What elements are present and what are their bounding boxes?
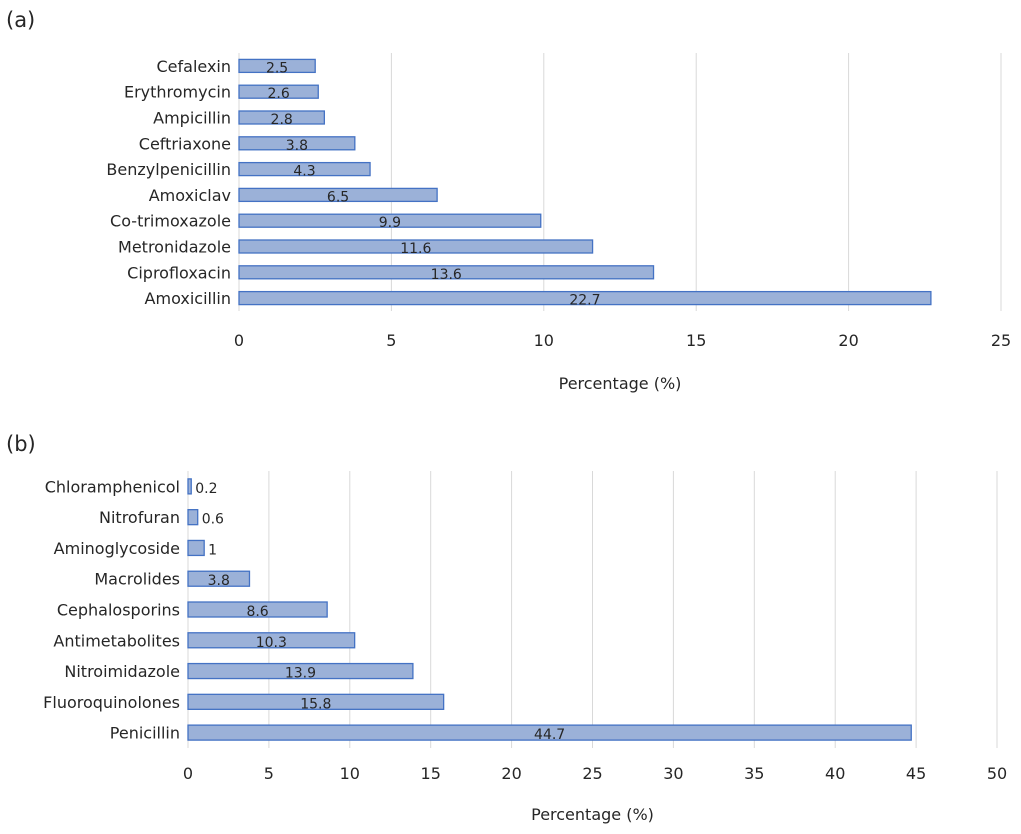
bar <box>238 58 316 74</box>
category-label: Erythromycin <box>124 83 231 102</box>
bar <box>238 213 542 228</box>
bar <box>238 136 356 151</box>
data-label: 13.6 <box>431 267 462 283</box>
data-label: 11.6 <box>400 241 431 257</box>
x-tick-label: 15 <box>421 764 441 783</box>
data-label: 9.9 <box>379 215 401 231</box>
x-tick-label: 10 <box>340 764 360 783</box>
category-label: Ampicillin <box>153 109 231 128</box>
category-label: Amoxicillin <box>145 289 231 308</box>
category-label: Macrolides <box>94 570 180 589</box>
bar <box>238 265 655 280</box>
bar <box>238 161 371 177</box>
x-axis-title: Percentage (%) <box>559 374 682 393</box>
bar <box>238 110 325 125</box>
x-tick-label: 0 <box>183 764 193 783</box>
x-tick-label: 30 <box>663 764 683 783</box>
category-label: Nitrofuran <box>99 508 180 527</box>
x-tick-label: 10 <box>534 331 554 350</box>
bar <box>238 84 319 99</box>
data-label: 44.7 <box>534 727 565 743</box>
category-label: Cefalexin <box>156 57 231 76</box>
category-label: Cephalosporins <box>57 601 180 620</box>
data-label: 10.3 <box>256 635 287 651</box>
category-label: Antimetabolites <box>53 631 180 650</box>
bar <box>238 290 932 306</box>
data-label: 8.6 <box>246 604 268 620</box>
category-label: Fluoroquinolones <box>43 693 180 712</box>
x-tick-label: 20 <box>838 331 858 350</box>
bar <box>187 478 192 495</box>
data-label: 0.6 <box>202 512 224 528</box>
category-label: Metronidazole <box>118 238 231 257</box>
category-label: Benzylpenicillin <box>106 160 231 179</box>
x-tick-label: 50 <box>987 764 1007 783</box>
x-tick-label: 5 <box>386 331 396 350</box>
bar <box>187 601 328 618</box>
category-label: Nitroimidazole <box>64 662 180 681</box>
category-label: Ciprofloxacin <box>127 263 231 282</box>
data-label: 3.8 <box>286 138 308 154</box>
data-label: 2.6 <box>267 86 289 102</box>
bar <box>238 187 438 203</box>
data-label: 13.9 <box>285 666 316 682</box>
data-label: 22.7 <box>569 293 600 309</box>
x-tick-label: 0 <box>234 331 244 350</box>
category-label: Co-trimoxazole <box>110 212 231 231</box>
bar <box>187 693 445 710</box>
x-tick-label: 25 <box>582 764 602 783</box>
category-label: Ceftriaxone <box>139 134 231 153</box>
category-label: Penicillin <box>110 724 180 743</box>
data-label: 6.5 <box>327 189 349 205</box>
bar <box>187 570 251 587</box>
data-label: 3.8 <box>208 573 230 589</box>
panel-b-label: (b) <box>6 432 36 456</box>
bar <box>187 724 912 741</box>
x-tick-label: 40 <box>825 764 845 783</box>
data-label: 2.8 <box>271 112 293 128</box>
bar <box>187 509 199 526</box>
x-tick-label: 20 <box>501 764 521 783</box>
category-label: Amoxiclav <box>149 186 231 205</box>
data-label: 2.5 <box>266 60 288 76</box>
x-tick-label: 5 <box>264 764 274 783</box>
x-tick-label: 25 <box>991 331 1011 350</box>
panel-a-label: (a) <box>6 8 36 32</box>
data-label: 1 <box>208 542 217 558</box>
category-label: Chloramphenicol <box>45 477 180 496</box>
x-axis-title: Percentage (%) <box>531 805 654 824</box>
bar <box>187 632 356 649</box>
x-tick-label: 15 <box>686 331 706 350</box>
category-label: Aminoglycoside <box>54 539 180 558</box>
data-label: 4.3 <box>293 164 315 180</box>
data-label: 15.8 <box>300 696 331 712</box>
x-tick-label: 45 <box>906 764 926 783</box>
data-label: 0.2 <box>195 481 217 497</box>
bar <box>187 539 205 557</box>
bar <box>187 662 414 680</box>
x-tick-label: 35 <box>744 764 764 783</box>
bar <box>238 239 594 254</box>
